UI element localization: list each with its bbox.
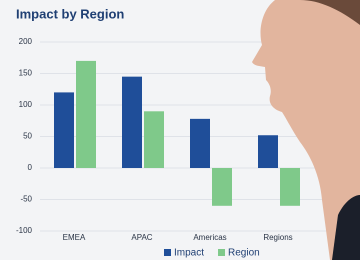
bar — [122, 77, 142, 168]
legend-label: Impact — [174, 248, 204, 259]
y-tick-label: 100 — [19, 100, 33, 109]
x-tick-label: Americas — [193, 233, 226, 242]
bar — [258, 135, 278, 168]
y-tick-label: -50 — [20, 195, 32, 204]
legend-swatch — [164, 249, 171, 256]
legend-label: Region — [228, 248, 260, 259]
chart-title: Impact by Region — [16, 6, 124, 21]
y-tick-label: 50 — [23, 132, 32, 141]
y-tick-label: 200 — [19, 37, 33, 46]
y-tick-label: 150 — [19, 69, 33, 78]
y-tick-label: -100 — [16, 226, 33, 235]
x-tick-label: Regions — [263, 233, 292, 242]
y-tick-label: 0 — [28, 163, 33, 172]
x-tick-label: EMEA — [63, 233, 86, 242]
bar — [76, 61, 96, 168]
x-tick-label: APAC — [131, 233, 152, 242]
chart: Impact by Region -100 -50 0 50 100 150 200 EMEA… — [0, 0, 360, 260]
bar — [54, 92, 74, 168]
bar — [212, 168, 232, 206]
bar — [190, 119, 210, 168]
legend-swatch — [218, 249, 225, 256]
bar — [144, 111, 164, 168]
bar — [280, 168, 300, 206]
